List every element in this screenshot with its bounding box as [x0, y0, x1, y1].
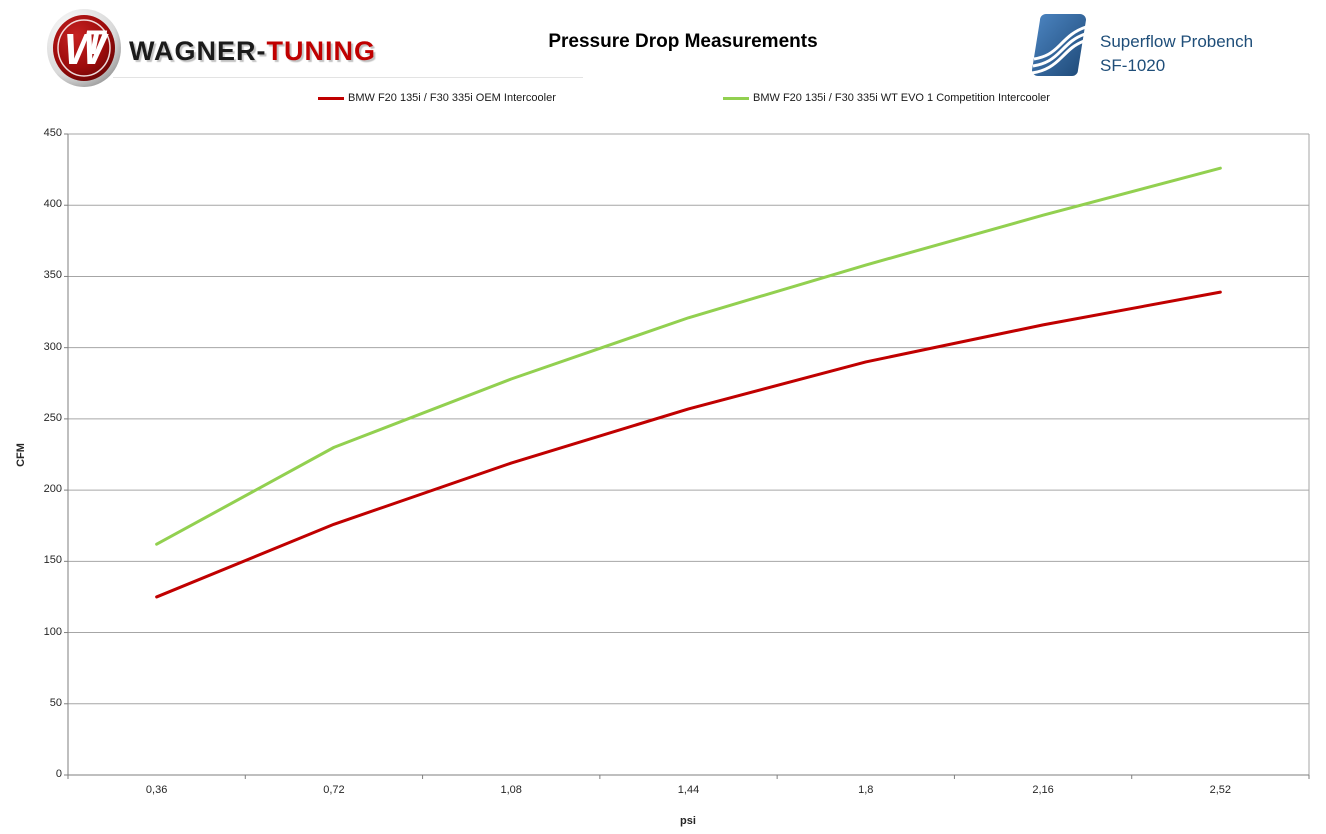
y-axis-title: CFM — [15, 443, 27, 467]
svg-text:T: T — [84, 24, 108, 62]
x-axis-title: psi — [680, 815, 696, 827]
superflow-logo-icon — [1031, 14, 1087, 76]
legend-item-oem: BMW F20 135i / F30 335i OEM Intercooler — [318, 91, 556, 105]
y-tick-label-400: 400 — [43, 198, 62, 211]
x-tick-label-4: 1,8 — [858, 784, 874, 796]
y-tick-label-150: 150 — [43, 554, 62, 567]
y-tick-label-350: 350 — [43, 269, 62, 282]
y-tick-label-0: 0 — [55, 768, 62, 780]
wagner-tuning-badge-icon: W T — [47, 9, 121, 87]
chart-title: Pressure Drop Measurements — [548, 31, 818, 52]
x-tick-label-0: 0,36 — [145, 784, 168, 796]
series-line-evo1 — [155, 166, 1222, 546]
header-divider — [113, 77, 583, 78]
bench-model: SF-1020 — [1100, 56, 1166, 75]
legend-swatch-oem — [318, 96, 344, 100]
svg-text:W: W — [64, 25, 109, 74]
y-tick-label-300: 300 — [43, 340, 62, 353]
y-tick-label-200: 200 — [43, 483, 62, 496]
series-line-oem — [155, 290, 1222, 599]
x-tick-label-5: 2,16 — [1032, 784, 1054, 796]
x-tick-label-1: 0,72 — [323, 784, 345, 796]
x-tick-label-2: 1,08 — [500, 784, 522, 796]
y-tick-label-50: 50 — [49, 696, 62, 709]
legend-swatch-evo — [723, 96, 749, 100]
bench-name: Superflow Probench — [1100, 32, 1254, 51]
x-tick-label-6: 2,52 — [1209, 784, 1232, 796]
legend-label-evo: BMW F20 135i / F30 335i WT EVO 1 Competi… — [753, 92, 1050, 104]
wagner-tuning-wordmark: WAGNER-TUNING — [129, 36, 376, 67]
legend-label-oem: BMW F20 135i / F30 335i OEM Intercooler — [348, 92, 556, 104]
wordmark-wagner: WAGNER- — [129, 36, 267, 66]
legend-item-evo: BMW F20 135i / F30 335i WT EVO 1 Competi… — [723, 91, 1050, 105]
x-tick-label-3: 1,44 — [677, 784, 700, 796]
wordmark-tuning: TUNING — [266, 36, 376, 66]
y-tick-label-450: 450 — [43, 127, 62, 139]
y-tick-label-100: 100 — [43, 625, 62, 638]
y-tick-label-250: 250 — [43, 411, 62, 424]
